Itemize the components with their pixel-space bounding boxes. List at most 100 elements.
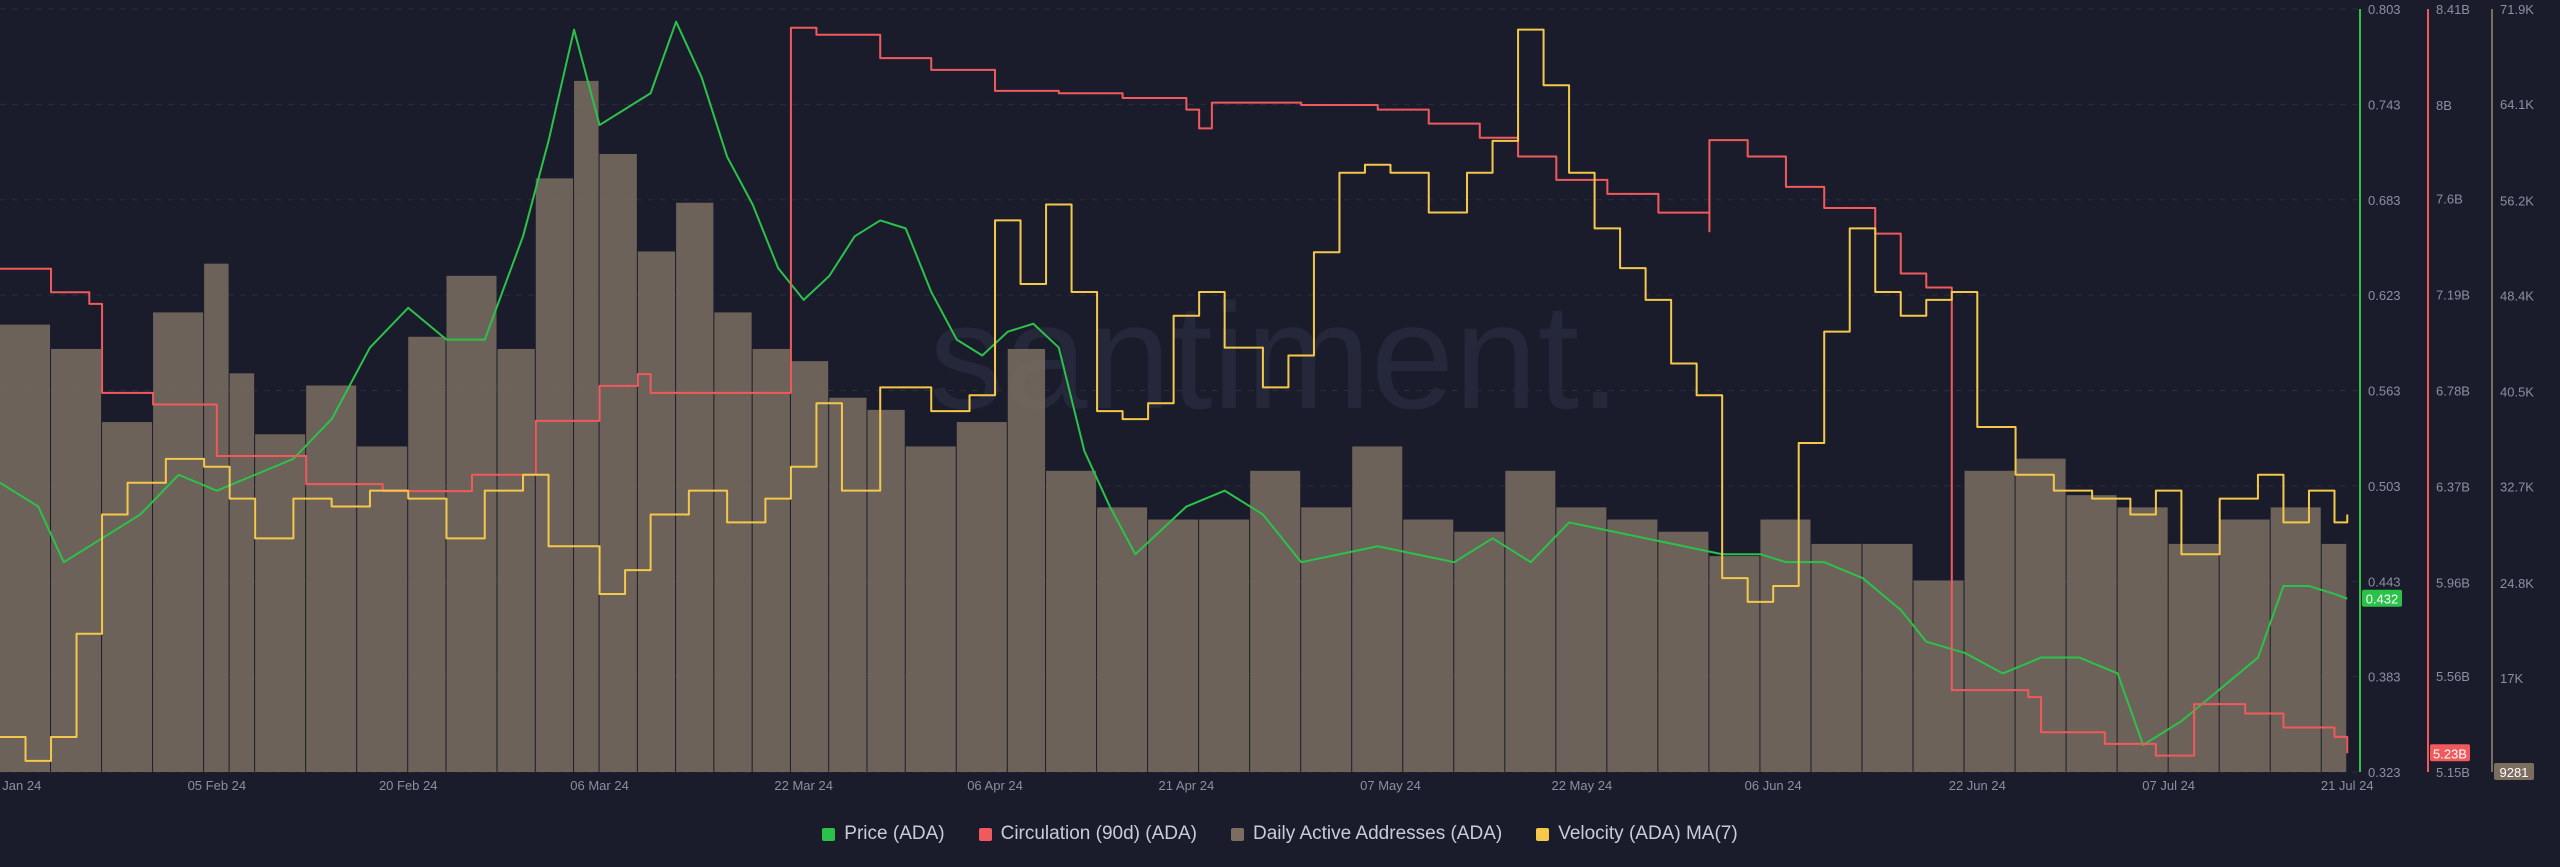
daa-bar: [0, 324, 51, 772]
y-tick-label: 6.37B: [2436, 479, 2470, 494]
series-lines: [0, 20, 2349, 762]
last-value-badge: [2494, 763, 2534, 780]
daa-bar: [1862, 543, 1913, 772]
daa-bar: [2117, 507, 2168, 772]
x-tick-label: 07 May 24: [1360, 778, 1421, 793]
legend-item-velocity[interactable]: Velocity (ADA) MA(7): [1536, 823, 1738, 845]
daa-bar: [1301, 507, 1352, 772]
daa-bar: [1709, 556, 1760, 772]
daa-bar: [1097, 507, 1148, 772]
daa-bar: [229, 373, 255, 772]
daa-bar: [306, 385, 357, 772]
daa-bar: [1352, 446, 1403, 772]
legend-label-price: Price (ADA): [844, 823, 945, 844]
daa-bar: [790, 361, 829, 772]
series-line-velocity-ada-ma-7-: [0, 28, 2349, 762]
series-line-circulation-90d-ada-: [0, 26, 2349, 757]
daa-bar: [446, 275, 497, 772]
daa-bar: [1964, 470, 2015, 772]
y-tick-label: 64.1K: [2500, 97, 2534, 112]
series-line-price-ada-: [0, 20, 2348, 746]
y-tick-label: 71.9K: [2500, 2, 2534, 17]
circulation-swatch-icon: [978, 827, 992, 841]
daa-bar: [1007, 348, 1046, 772]
x-tick-label: 21 Apr 24: [1159, 778, 1215, 793]
daa-bar: [1658, 531, 1709, 772]
last-value-badge: [2362, 589, 2402, 607]
daa-bar: [1454, 531, 1505, 772]
x-tick-label: 06 Jun 24: [1745, 778, 1802, 793]
daa-bar: [1046, 470, 1097, 772]
x-tick-label: 06 Apr 24: [967, 778, 1023, 793]
y-tick-label: 24.8K: [2500, 576, 2534, 591]
y-tick-label: 0.683: [2368, 193, 2401, 208]
legend-item-circulation[interactable]: Circulation (90d) (ADA): [978, 823, 1197, 845]
daa-bar: [1505, 470, 1556, 772]
price-swatch-icon: [822, 827, 836, 841]
daa-bar: [255, 434, 306, 772]
x-tick-label: 22 Jun 24: [1949, 778, 2006, 793]
daa-bar: [408, 336, 446, 772]
daa-bar: [2270, 507, 2321, 772]
daa-bar: [1250, 470, 1301, 772]
x-tick-label: 20 Jan 24: [0, 778, 41, 793]
y-tick-label: 7.19B: [2436, 288, 2470, 303]
y-tick-label: 0.803: [2368, 2, 2401, 17]
y-tick-label: 0.443: [2368, 574, 2401, 589]
y-tick-label: 0.503: [2368, 479, 2401, 494]
daa-bar: [1403, 519, 1454, 772]
daa-bar: [1199, 519, 1250, 772]
axes: 0.803 0.743 0.683 0.623 0.563 0.503 0.443 0.383…: [2359, 2, 2534, 780]
daa-bar: [956, 422, 1007, 772]
legend-label-velocity: Velocity (ADA) MA(7): [1558, 823, 1738, 844]
y-tick-label: 0.563: [2368, 384, 2401, 399]
y-tick-label: 7.6B: [2436, 192, 2463, 207]
y-tick-label: 56.2K: [2500, 193, 2534, 208]
x-tick-label: 07 Jul 24: [2142, 778, 2195, 793]
y-tick-label: 0.323: [2368, 765, 2401, 780]
daa-bar: [637, 251, 676, 772]
y-tick-label: 8B: [2436, 98, 2452, 113]
legend: Price (ADA) Circulation (90d) (ADA) Dail…: [0, 818, 2560, 850]
daa-bar: [752, 348, 790, 772]
x-tick-label: 22 Mar 24: [774, 778, 833, 793]
y-tick-label: 0.623: [2368, 288, 2401, 303]
daa-bar: [574, 80, 599, 772]
daa-bar: [204, 263, 229, 772]
legend-label-daily-active-addresses: Daily Active Addresses (ADA): [1253, 823, 1503, 844]
last-value-label: 9281: [2500, 765, 2529, 780]
daa-bar: [1556, 507, 1607, 772]
daa-bar: [2066, 495, 2117, 772]
x-tick-label: 06 Mar 24: [570, 778, 629, 793]
daa-bar: [497, 348, 535, 772]
last-value-label: 0.432: [2366, 592, 2399, 607]
y-tick-label: 5.56B: [2436, 669, 2470, 684]
y-tick-label: 6.78B: [2436, 384, 2470, 399]
y-tick-label: 32.7K: [2500, 480, 2534, 495]
x-tick-label: 21 Jul 24: [2321, 778, 2374, 793]
y-tick-label: 0.743: [2368, 97, 2401, 112]
daily-active-addresses-bars: [0, 80, 2347, 773]
y-tick-label: 40.5K: [2500, 385, 2534, 400]
x-tick-label: 20 Feb 24: [379, 778, 438, 793]
last-value-badge: [2430, 744, 2470, 762]
y-tick-label: 5.96B: [2436, 575, 2470, 590]
daa-bar: [714, 312, 752, 772]
y-tick-label: 48.4K: [2500, 288, 2534, 303]
daa-bar: [1811, 543, 1862, 772]
y-tick-label: 17K: [2500, 671, 2523, 686]
daa-swatch-icon: [1231, 827, 1244, 841]
x-tick-label: 05 Feb 24: [188, 778, 247, 793]
y-tick-label: 0.383: [2368, 670, 2401, 685]
daa-bar: [102, 422, 153, 772]
x-tick-label: 22 May 24: [1551, 778, 1612, 793]
legend-item-price[interactable]: Price (ADA): [822, 823, 945, 845]
last-value-label: 5.23B: [2433, 746, 2467, 761]
legend-item-daily-active-addresses[interactable]: Daily Active Addresses (ADA): [1231, 823, 1502, 845]
daa-bar: [599, 153, 637, 772]
daa-bar: [1607, 519, 1658, 772]
daa-bar: [867, 409, 905, 772]
y-tick-label: 5.15B: [2436, 765, 2470, 780]
daa-bar: [676, 202, 714, 772]
